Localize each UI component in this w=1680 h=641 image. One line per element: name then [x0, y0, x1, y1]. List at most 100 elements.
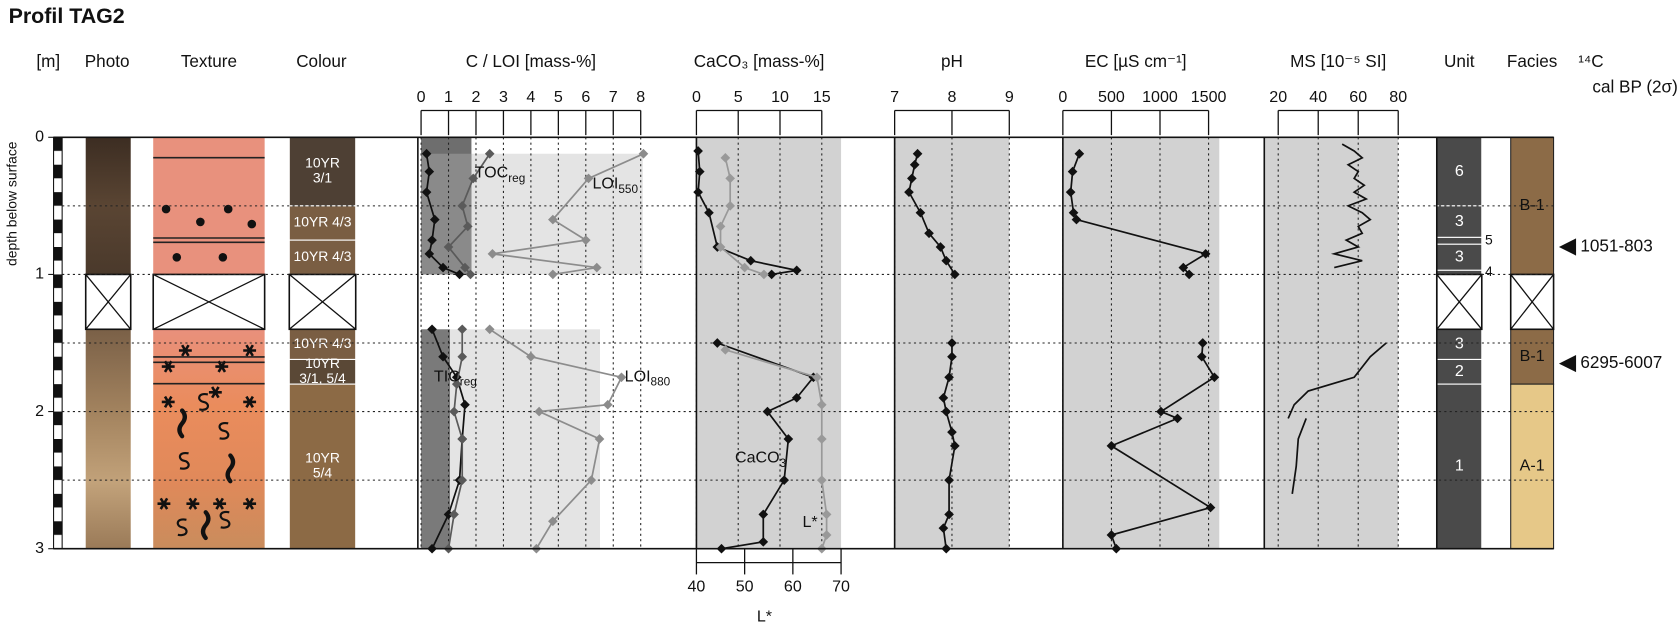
data-point [944, 372, 954, 383]
data-point [947, 338, 957, 348]
colour-layer [288, 239, 357, 275]
x-tick-label: 7 [890, 88, 899, 106]
core-gap-cross [1436, 274, 1483, 330]
x2-tick-label: 40 [687, 578, 705, 596]
x-tick-label: 3 [499, 88, 508, 106]
data-point [594, 434, 605, 444]
texture-shell [198, 393, 209, 411]
data-point [821, 530, 832, 540]
date-label: 1051-803 [1580, 236, 1652, 256]
data-point [758, 509, 769, 520]
photo [85, 329, 131, 549]
x-tick-label: 80 [1389, 88, 1407, 106]
facies-label: A-1 [1520, 457, 1545, 475]
panel-title: C / LOI [mass-%] [466, 51, 596, 71]
texture-root [225, 453, 236, 484]
depth-tick-label: 1 [35, 265, 44, 283]
colour-label: 10YR 4/3 [294, 248, 352, 264]
texture-asterisk [161, 395, 175, 408]
texture-dot [196, 217, 205, 227]
annotation: LOI550 [593, 175, 639, 196]
data-point [715, 242, 726, 252]
annotation-sub: reg [508, 172, 525, 185]
data-point [704, 207, 714, 218]
date-marker [1558, 355, 1577, 373]
data-point [1065, 187, 1076, 197]
data-point [720, 153, 731, 163]
data-point [1156, 406, 1166, 417]
core-gap-cross [85, 274, 132, 330]
data-point [484, 148, 495, 159]
data-point [1200, 249, 1211, 259]
data-point [616, 372, 627, 383]
core-gap-cross [1510, 274, 1555, 330]
texture-dot [218, 253, 228, 262]
panel-title: MS [10⁻⁵ SI] [1290, 51, 1386, 71]
depth-ruler [53, 136, 63, 550]
data-point [720, 345, 731, 355]
texture-asterisk [243, 497, 257, 510]
colour-layer [288, 358, 357, 385]
data-point [1196, 351, 1207, 362]
data-point [947, 351, 957, 362]
x-tick-label: 2 [472, 88, 481, 106]
annotation: TOCreg [475, 164, 526, 185]
depth-unit: [m] [36, 51, 60, 71]
colour-label: 3/1 [313, 170, 333, 186]
x-tick-label: 1500 [1191, 88, 1227, 106]
unit-layer [1436, 236, 1483, 245]
data-point [812, 372, 822, 383]
depth-tick-label: 3 [35, 539, 44, 557]
data-point [762, 406, 773, 417]
unit-label: 1 [1455, 457, 1464, 475]
data-point [548, 516, 558, 527]
column-header: ¹⁴C [1578, 51, 1603, 71]
texture-dot [223, 204, 233, 214]
colour-label: 5/4 [313, 465, 333, 481]
unit-label: 6 [1455, 162, 1464, 180]
x2-tick-label: 50 [736, 578, 754, 596]
annotation: CaCO3 [735, 449, 787, 470]
data-point [941, 406, 952, 417]
texture-dot [161, 204, 171, 214]
unit-label: 3 [1455, 248, 1464, 266]
data-point [424, 249, 435, 259]
x-tick-label: 4 [526, 88, 535, 106]
annotation-sub: reg [460, 376, 477, 389]
x-tick-label: 9 [1005, 88, 1014, 106]
data-point [904, 187, 914, 197]
annotation: LOI880 [625, 368, 671, 389]
column-header: Colour [296, 51, 347, 71]
annotation-main: LOI [593, 175, 619, 193]
column-header: cal BP (2σ) [1592, 77, 1677, 97]
x2-tick-label: 70 [832, 578, 850, 596]
panel-title: EC [µS cm⁻¹] [1085, 51, 1187, 71]
data-point [1197, 338, 1208, 348]
data-point [602, 399, 613, 410]
x-tick-label: 60 [1349, 88, 1367, 106]
data-point [484, 324, 495, 335]
unit-label: 3 [1455, 212, 1464, 230]
facies-label: B-1 [1520, 196, 1545, 214]
data-point [421, 187, 432, 197]
x-tick-label: 8 [636, 88, 645, 106]
panel-title: pH [941, 51, 963, 71]
texture-shell [176, 518, 188, 537]
x-tick-label: 0 [1058, 88, 1067, 106]
data-point [427, 324, 437, 335]
data-point [457, 351, 468, 362]
annotation-sub: 3 [780, 457, 787, 470]
unit-label: 2 [1455, 362, 1464, 380]
loi-area [450, 329, 600, 549]
column-header: Unit [1444, 51, 1475, 71]
facies-label: B-1 [1520, 347, 1545, 365]
column-header: Photo [85, 51, 130, 71]
data-point [421, 148, 432, 159]
data-point [454, 269, 465, 280]
colour-label: 10YR [305, 355, 340, 371]
date-label: 6295-6007 [1580, 352, 1662, 372]
data-point [443, 509, 454, 520]
data-point [821, 509, 832, 520]
unit-label: 3 [1455, 335, 1464, 353]
